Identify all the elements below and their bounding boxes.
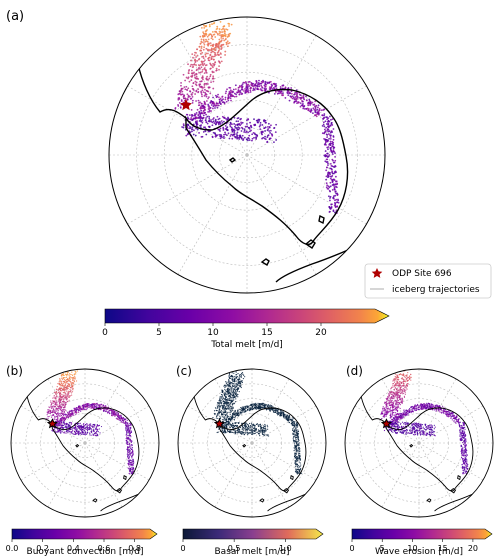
legend-entry-trajectories: iceberg trajectories: [392, 285, 480, 295]
colorbar-tick-label: 0: [180, 544, 185, 553]
iceberg-points-c: [212, 370, 302, 475]
site-star-icon: [380, 418, 393, 429]
legend-a: ODP Site 696 iceberg trajectories: [364, 263, 492, 299]
colorbar-tick-label: 5: [156, 328, 162, 338]
colorbar-label-c: Basal melt [m/d]: [215, 547, 290, 556]
panel-label-d: (d): [346, 364, 363, 378]
star-legend-icon: [371, 268, 383, 278]
site-star-icon: [213, 418, 226, 429]
panel-label-b: (b): [6, 364, 23, 378]
colorbar-tick-label: 10: [207, 328, 219, 338]
graticule-d: [345, 369, 493, 517]
colorbar-tick-label: 0.0: [6, 544, 19, 553]
site-star-icon: [46, 418, 59, 429]
legend-entry-site: ODP Site 696: [392, 269, 452, 279]
colorbar-tick-label: 0.2: [36, 544, 49, 553]
site-star-icon: [180, 99, 192, 111]
colorbar-a: 0 5 10 15 20 Total melt [m/d]: [102, 308, 390, 350]
panel-label-c: (c): [176, 364, 192, 378]
panel-label-a: (a): [6, 9, 24, 24]
colorbar-tick-label: 1.0: [279, 544, 292, 553]
colorbar-c: 0 0.5 1.0 Basal melt [m/d]: [180, 528, 324, 556]
iceberg-points-d: [379, 369, 469, 475]
colorbar-tick-label: 0.4: [67, 544, 80, 553]
map-panel-d: [344, 368, 494, 518]
colorbar-d: 0 5 10 15 20 Wave erosion [m/d]: [349, 528, 493, 556]
colorbar-label-b: Buoyant convection [m/d]: [27, 547, 144, 556]
colorbar-tick-label: 20: [315, 328, 327, 338]
colorbar-tick-label: 10: [407, 544, 417, 553]
colorbar-tick-label: 0: [349, 544, 354, 553]
colorbar-tick-label: 0.5: [228, 544, 241, 553]
map-panel-a: [108, 16, 386, 294]
map-panel-b: [10, 368, 160, 518]
colorbar-tick-label: 15: [438, 544, 448, 553]
colorbar-label-d: Wave erosion [m/d]: [375, 547, 463, 556]
map-panel-c: [177, 368, 327, 518]
iceberg-points-b: [45, 370, 135, 475]
colorbar-tick-label: 0.8: [128, 544, 141, 553]
colorbar-tick-label: 5: [380, 544, 385, 553]
colorbar-b: 0.0 0.2 0.4 0.6 0.8 Buoyant convection [m/d]: [6, 528, 158, 556]
colorbar-tick-label: 15: [261, 328, 272, 338]
colorbar-label-a: Total melt [m/d]: [210, 340, 283, 350]
colorbar-tick-label: 0: [102, 328, 108, 338]
colorbar-tick-label: 20: [468, 544, 478, 553]
colorbar-tick-label: 0.6: [98, 544, 111, 553]
